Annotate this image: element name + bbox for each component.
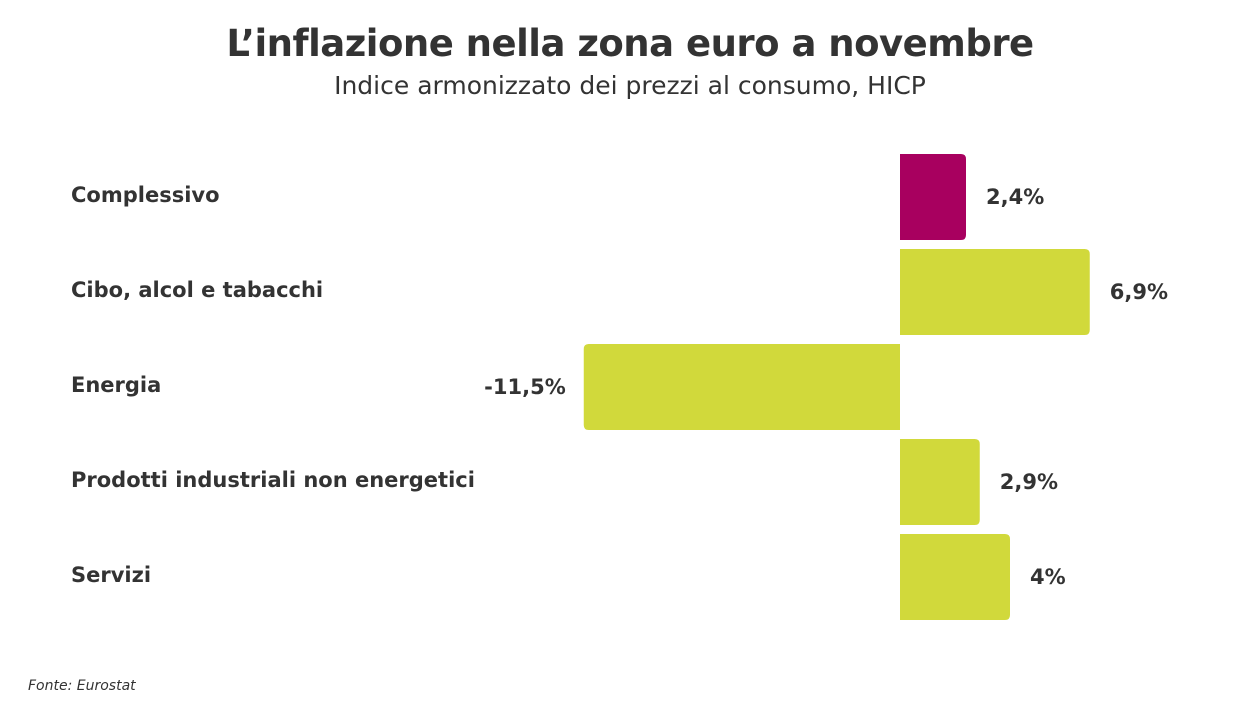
category-label-complessivo: Complessivo <box>71 183 220 207</box>
source-note: Fonte: Eurostat <box>28 678 136 694</box>
bar-cibo-alcol-e-tabacchi <box>900 249 1090 335</box>
bars <box>583 154 1090 620</box>
category-label-energia: Energia <box>71 373 161 397</box>
chart-title: L’inflazione nella zona euro a novembre <box>226 22 1034 65</box>
chart-subtitle: Indice armonizzato dei prezzi al consumo… <box>334 71 926 100</box>
category-labels: Complessivo Cibo, alcol e tabacchi Energia… <box>71 183 475 587</box>
value-label-servizi: 4% <box>1030 565 1066 589</box>
value-label-cibo-alcol-e-tabacchi: 6,9% <box>1110 280 1168 304</box>
bar-servizi <box>900 534 1010 620</box>
category-label-prodotti-industriali-non-energetici: Prodotti industriali non energetici <box>71 468 475 492</box>
bar-prodotti-industriali-non-energetici <box>900 439 980 525</box>
value-label-prodotti-industriali-non-energetici: 2,9% <box>1000 470 1058 494</box>
category-label-servizi: Servizi <box>71 563 151 587</box>
value-label-complessivo: 2,4% <box>986 185 1044 209</box>
value-labels: 2,4% 6,9% -11,5% 2,9% 4% <box>484 185 1168 589</box>
value-label-energia: -11,5% <box>484 375 566 399</box>
category-label-cibo-alcol-e-tabacchi: Cibo, alcol e tabacchi <box>71 278 323 302</box>
bar-complessivo <box>900 154 966 240</box>
bar-energia <box>583 344 900 430</box>
